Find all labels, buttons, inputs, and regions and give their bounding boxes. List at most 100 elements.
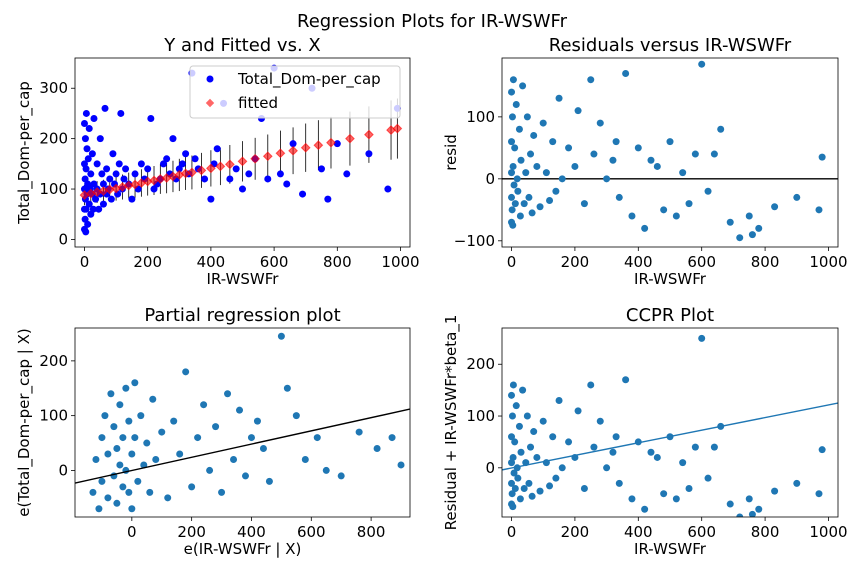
data-point bbox=[549, 138, 557, 146]
data-point bbox=[508, 206, 516, 214]
fitted-point bbox=[364, 129, 374, 140]
observed-point bbox=[82, 165, 90, 173]
x-tick-label: 200 bbox=[177, 523, 206, 541]
data-point bbox=[247, 434, 255, 442]
data-point bbox=[170, 417, 178, 425]
data-point bbox=[512, 100, 520, 108]
data-point bbox=[523, 412, 531, 420]
data-point bbox=[555, 396, 563, 404]
data-point bbox=[685, 485, 693, 493]
observed-point bbox=[276, 170, 284, 178]
fitted-point bbox=[215, 161, 226, 172]
y-axis-label: e(Total_Dom-per_cap | X) bbox=[15, 328, 34, 516]
x-axis-label: e(IR-WSWFr | X) bbox=[184, 540, 302, 558]
data-point bbox=[736, 513, 744, 517]
yfit-plot-area bbox=[79, 64, 403, 236]
observed-point bbox=[83, 145, 91, 153]
observed-point bbox=[90, 180, 98, 188]
data-point bbox=[691, 150, 699, 158]
y-tick-label: 300 bbox=[39, 79, 68, 97]
data-point bbox=[748, 510, 756, 517]
observed-point bbox=[109, 150, 117, 158]
data-point bbox=[164, 494, 172, 502]
data-point bbox=[134, 477, 142, 485]
data-point bbox=[508, 479, 516, 487]
ccpr-plot-area bbox=[502, 334, 838, 517]
data-point bbox=[704, 187, 712, 195]
fitted-point bbox=[196, 165, 207, 176]
data-point bbox=[603, 175, 611, 183]
observed-point bbox=[343, 170, 351, 178]
x-tick-label: 400 bbox=[624, 523, 653, 541]
axes-title: Partial regression plot bbox=[144, 305, 340, 326]
data-point bbox=[259, 445, 267, 453]
data-point bbox=[98, 434, 106, 442]
data-point bbox=[641, 505, 649, 513]
data-point bbox=[508, 138, 516, 146]
data-point bbox=[241, 472, 249, 480]
data-point bbox=[519, 82, 527, 90]
observed-point bbox=[144, 165, 152, 173]
data-point bbox=[510, 181, 518, 189]
x-axis-label: IR-WSWFr bbox=[207, 270, 280, 288]
x-tick-label: 800 bbox=[751, 253, 780, 271]
data-point bbox=[622, 69, 630, 77]
data-point bbox=[745, 212, 753, 220]
data-point bbox=[552, 474, 560, 482]
data-point bbox=[527, 150, 535, 158]
observed-point bbox=[107, 195, 115, 203]
x-tick-label: 200 bbox=[561, 523, 590, 541]
observed-point bbox=[93, 160, 101, 168]
observed-point bbox=[182, 150, 190, 158]
data-point bbox=[679, 169, 687, 177]
data-point bbox=[230, 455, 238, 463]
observed-point bbox=[95, 205, 103, 213]
fitted-point bbox=[313, 140, 324, 151]
data-point bbox=[522, 169, 530, 177]
observed-point bbox=[147, 114, 155, 122]
x-tick-label: 800 bbox=[357, 523, 386, 541]
y-tick-label: 0 bbox=[485, 459, 495, 477]
data-point bbox=[660, 206, 668, 214]
observed-point bbox=[122, 165, 130, 173]
data-point bbox=[574, 107, 582, 115]
x-tick-label: 400 bbox=[197, 253, 226, 271]
data-point bbox=[533, 162, 541, 170]
observed-point bbox=[92, 195, 100, 203]
partial-plot-area bbox=[75, 332, 410, 513]
data-point bbox=[771, 487, 779, 495]
data-point bbox=[574, 407, 582, 415]
data-point bbox=[283, 384, 291, 392]
observed-point bbox=[239, 185, 246, 193]
data-point bbox=[200, 401, 208, 409]
data-point bbox=[277, 332, 285, 340]
axes-frame bbox=[74, 327, 411, 518]
observed-point bbox=[150, 185, 158, 193]
observed-point bbox=[82, 205, 90, 213]
legend-fitted-marker bbox=[205, 98, 215, 108]
data-point bbox=[89, 488, 97, 496]
observed-point bbox=[82, 228, 90, 236]
data-point bbox=[514, 187, 522, 195]
data-point bbox=[622, 376, 630, 384]
y-tick-label: 0 bbox=[58, 461, 68, 479]
data-point bbox=[110, 423, 118, 431]
data-point bbox=[113, 499, 121, 507]
data-point bbox=[698, 334, 706, 342]
data-point bbox=[122, 384, 130, 392]
data-point bbox=[527, 443, 535, 451]
data-point bbox=[609, 448, 617, 456]
observed-point bbox=[101, 104, 109, 112]
resid-panel: 0 200 400 600 800 1000 −100 0 100 Residuals versu… bbox=[442, 35, 848, 288]
observed-point bbox=[178, 160, 186, 168]
data-point bbox=[528, 209, 536, 217]
x-tick-label: 1000 bbox=[809, 253, 847, 271]
data-point bbox=[818, 153, 826, 161]
observed-point bbox=[117, 109, 125, 117]
x-tick-label: 200 bbox=[133, 253, 162, 271]
fitted-point bbox=[237, 156, 248, 167]
yfit-panel: 0 200 400 600 800 1000 0 100 200 300 Y and Fitted … bbox=[15, 35, 420, 288]
data-point bbox=[519, 386, 527, 394]
data-point bbox=[104, 450, 112, 458]
